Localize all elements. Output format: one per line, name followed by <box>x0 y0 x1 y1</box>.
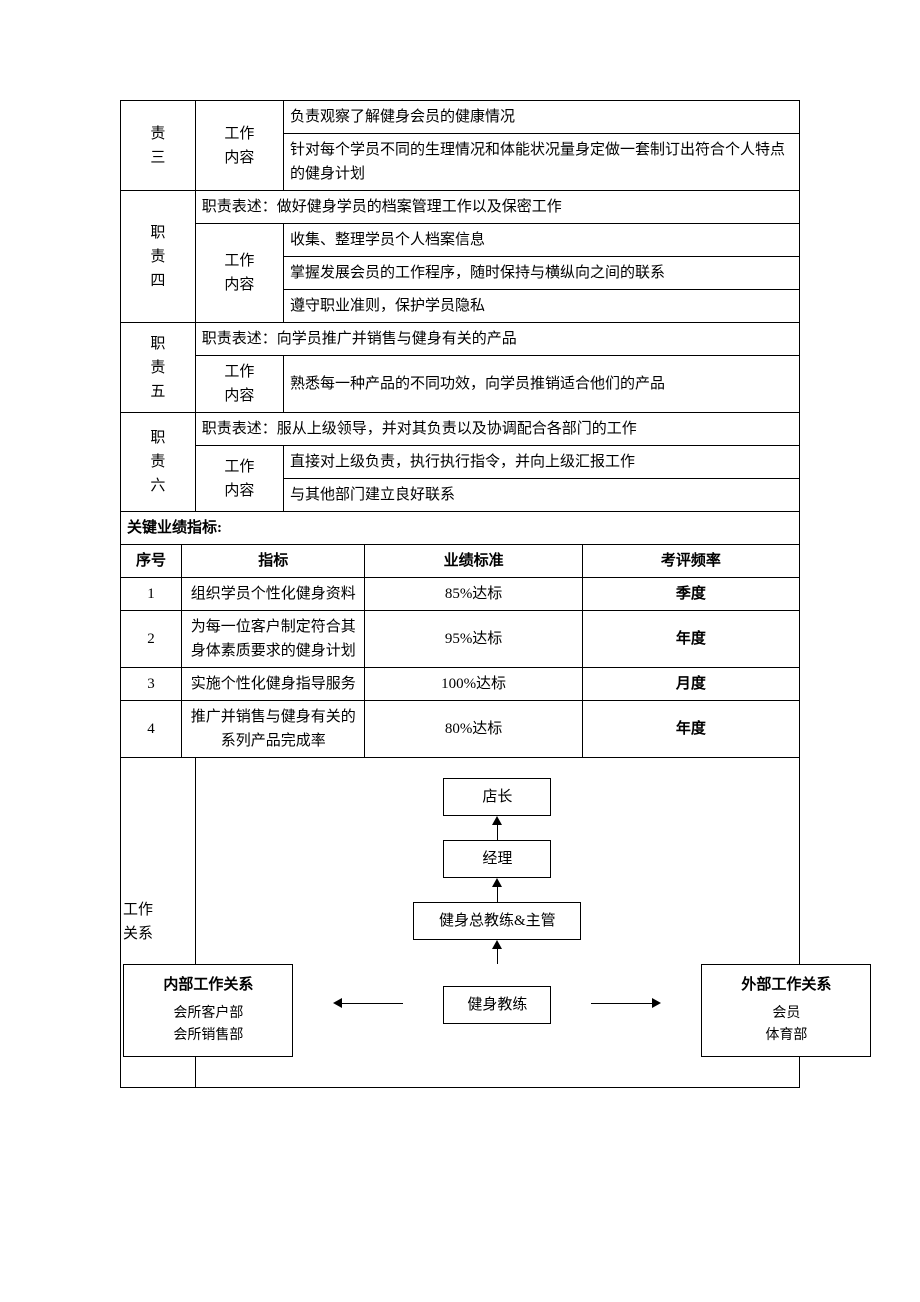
kpi-no: 1 <box>121 578 182 611</box>
org-internal-title: 内部工作关系 <box>138 973 278 997</box>
duty-item: 与其他部门建立良好联系 <box>283 479 799 512</box>
duty-item: 针对每个学员不同的生理情况和体能状况量身定做一套制订出符合个人特点的健身计划 <box>283 134 799 191</box>
relations-table: 工作关系 店长 经理 健身总教练&主管 <box>120 757 800 1088</box>
org-external-items: 会员 体育部 <box>716 1003 856 1048</box>
org-chart: 店长 经理 健身总教练&主管 <box>195 758 799 1088</box>
org-node-manager: 经理 <box>443 840 551 878</box>
kpi-no: 2 <box>121 611 182 668</box>
kpi-freq: 季度 <box>582 578 799 611</box>
table-row: 3 实施个性化健身指导服务 100%达标 月度 <box>121 668 800 701</box>
org-node-supervisor: 健身总教练&主管 <box>413 902 581 940</box>
duty-label: 职 责 四 <box>121 191 196 323</box>
duty-desc: 职责表述：做好健身学员的档案管理工作以及保密工作 <box>195 191 799 224</box>
org-node-coach: 健身教练 <box>443 986 551 1024</box>
kpi-col-standard: 业绩标准 <box>365 545 582 578</box>
duty-item: 遵守职业准则，保护学员隐私 <box>283 290 799 323</box>
kpi-standard: 100%达标 <box>365 668 582 701</box>
kpi-col-indicator: 指标 <box>182 545 365 578</box>
table-row: 1 组织学员个性化健身资料 85%达标 季度 <box>121 578 800 611</box>
table-row: 2 为每一位客户制定符合其身体素质要求的健身计划 95%达标 年度 <box>121 611 800 668</box>
connector-arrow-up <box>492 816 502 840</box>
org-external-box: 外部工作关系 会员 体育部 <box>701 964 871 1057</box>
table-row: 序号 指标 业绩标准 考评频率 <box>121 545 800 578</box>
duty-label: 责 三 <box>121 101 196 191</box>
connector-left <box>333 998 403 1008</box>
org-internal-box: 内部工作关系 会所客户部 会所销售部 <box>123 964 293 1057</box>
page: 责 三 工作 内容 负责观察了解健身会员的健康情况 针对每个学员不同的生理情况和… <box>0 0 920 1148</box>
work-label: 工作 内容 <box>195 224 283 323</box>
kpi-standard: 80%达标 <box>365 701 582 758</box>
kpi-title: 关键业绩指标: <box>121 512 800 545</box>
kpi-no: 3 <box>121 668 182 701</box>
kpi-indicator: 实施个性化健身指导服务 <box>182 668 365 701</box>
kpi-freq: 年度 <box>582 701 799 758</box>
arrow-up-icon <box>492 940 502 949</box>
org-chain: 店长 经理 健身总教练&主管 <box>206 778 789 1057</box>
org-external-title: 外部工作关系 <box>716 973 856 997</box>
kpi-indicator: 为每一位客户制定符合其身体素质要求的健身计划 <box>182 611 365 668</box>
connector-right <box>591 998 661 1008</box>
kpi-indicator: 推广并销售与健身有关的系列产品完成率 <box>182 701 365 758</box>
work-label: 工作 内容 <box>195 356 283 413</box>
arrow-right-icon <box>652 998 661 1008</box>
table-row: 工作 内容 熟悉每一种产品的不同功效，向学员推销适合他们的产品 <box>121 356 800 413</box>
arrow-left-icon <box>333 998 342 1008</box>
duty-item: 负责观察了解健身会员的健康情况 <box>283 101 799 134</box>
kpi-no: 4 <box>121 701 182 758</box>
duties-table: 责 三 工作 内容 负责观察了解健身会员的健康情况 针对每个学员不同的生理情况和… <box>120 100 800 545</box>
org-internal-items: 会所客户部 会所销售部 <box>138 1003 278 1048</box>
work-label: 工作 内容 <box>195 446 283 512</box>
connector-arrow-up <box>492 878 502 902</box>
kpi-freq: 年度 <box>582 611 799 668</box>
arrow-up-icon <box>492 878 502 887</box>
table-row: 责 三 工作 内容 负责观察了解健身会员的健康情况 <box>121 101 800 134</box>
duty-item: 直接对上级负责，执行执行指令，并向上级汇报工作 <box>283 446 799 479</box>
duty-item: 掌握发展会员的工作程序，随时保持与横纵向之间的联系 <box>283 257 799 290</box>
table-row: 工作 内容 收集、整理学员个人档案信息 <box>121 224 800 257</box>
duty-label: 职 责 五 <box>121 323 196 413</box>
arrow-up-icon <box>492 816 502 825</box>
kpi-col-no: 序号 <box>121 545 182 578</box>
kpi-col-freq: 考评频率 <box>582 545 799 578</box>
table-row: 关键业绩指标: <box>121 512 800 545</box>
kpi-indicator: 组织学员个性化健身资料 <box>182 578 365 611</box>
kpi-standard: 85%达标 <box>365 578 582 611</box>
duty-label: 职 责 六 <box>121 413 196 512</box>
kpi-freq: 月度 <box>582 668 799 701</box>
table-row: 4 推广并销售与健身有关的系列产品完成率 80%达标 年度 <box>121 701 800 758</box>
table-row: 职 责 四 职责表述：做好健身学员的档案管理工作以及保密工作 <box>121 191 800 224</box>
org-node-top: 店长 <box>443 778 551 816</box>
table-row: 职 责 五 职责表述：向学员推广并销售与健身有关的产品 <box>121 323 800 356</box>
duty-item: 收集、整理学员个人档案信息 <box>283 224 799 257</box>
kpi-table: 序号 指标 业绩标准 考评频率 1 组织学员个性化健身资料 85%达标 季度 2… <box>120 544 800 758</box>
org-bottom-row: 内部工作关系 会所客户部 会所销售部 健身教练 <box>123 964 871 1057</box>
kpi-standard: 95%达标 <box>365 611 582 668</box>
duty-item: 熟悉每一种产品的不同功效，向学员推销适合他们的产品 <box>283 356 799 413</box>
table-row: 工作 内容 直接对上级负责，执行执行指令，并向上级汇报工作 <box>121 446 800 479</box>
work-label: 工作 内容 <box>195 101 283 191</box>
connector-arrow-up <box>492 940 502 964</box>
table-row: 工作关系 店长 经理 健身总教练&主管 <box>121 758 800 1088</box>
duty-desc: 职责表述：向学员推广并销售与健身有关的产品 <box>195 323 799 356</box>
table-row: 职 责 六 职责表述：服从上级领导，并对其负责以及协调配合各部门的工作 <box>121 413 800 446</box>
duty-desc: 职责表述：服从上级领导，并对其负责以及协调配合各部门的工作 <box>195 413 799 446</box>
